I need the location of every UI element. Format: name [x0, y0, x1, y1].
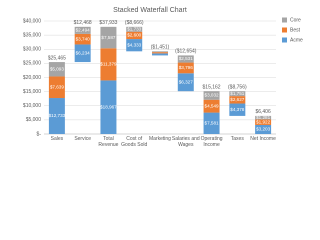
x-tick-label: Total Revenue	[98, 136, 119, 148]
x-tick-label: Salaries and Wages	[171, 136, 200, 148]
bar-segment	[48, 98, 65, 134]
bar-segment	[177, 62, 194, 74]
legend-label: Best	[290, 27, 301, 33]
bar-segment	[100, 26, 117, 49]
data-label: $11,379	[100, 62, 117, 67]
chart-container: Stacked Waterfall Chart $- $5,000 $10,000 $…	[23, 7, 303, 148]
x-tick-label: Sales	[50, 136, 64, 142]
data-label: $6,327	[179, 79, 193, 84]
y-tick-label: $15,000	[23, 89, 41, 95]
total-label: $12,468	[74, 20, 92, 26]
data-label: $3,032	[205, 93, 219, 98]
bar-segment	[255, 115, 272, 120]
legend-swatch	[282, 17, 287, 23]
x-tick-label: Service	[74, 136, 91, 142]
data-label: $12,733	[49, 113, 66, 118]
y-tick-label: $-	[37, 131, 42, 137]
data-label: $2,600	[127, 33, 141, 38]
data-label: $4,333	[127, 42, 141, 47]
data-label: $6,234	[76, 50, 90, 55]
bar-segment	[48, 62, 65, 77]
bar-segment	[255, 124, 272, 134]
total-label: ($8,756)	[228, 84, 247, 90]
y-tick-label: $35,000	[23, 32, 41, 38]
data-label: $4,549	[205, 103, 219, 108]
bar-segment	[229, 103, 246, 116]
total-label: ($1,451)	[151, 45, 170, 51]
bar-segment	[74, 44, 91, 63]
x-tick-label: Operating Income	[200, 136, 223, 148]
y-tick-label: $10,000	[23, 103, 41, 109]
y-tick-label: $20,000	[23, 75, 41, 81]
total-label: ($8,666)	[125, 20, 144, 26]
bar-segment	[152, 53, 168, 56]
y-tick-label: $25,000	[23, 61, 41, 67]
data-label: $1,751	[230, 91, 244, 96]
legend-swatch	[282, 27, 287, 33]
total-label: $37,933	[99, 20, 117, 26]
bar-segment	[74, 33, 91, 45]
y-tick-label: $5,000	[26, 117, 42, 123]
bar-segment	[203, 112, 220, 134]
chart: Stacked Waterfall Chart $- $5,000 $10,000 $…	[23, 7, 303, 137]
data-label: $3,740	[76, 36, 90, 41]
legend-swatch	[282, 37, 287, 43]
bar-segment	[126, 31, 143, 40]
bar-segment	[203, 99, 220, 113]
data-label: $5,093	[50, 66, 64, 71]
bar-segment	[152, 52, 168, 54]
data-label: $3,203	[256, 127, 270, 132]
data-label: $2,627	[230, 97, 244, 102]
legend-label: Acme	[290, 37, 303, 43]
data-label: $4,378	[230, 107, 244, 112]
bar-segment	[74, 26, 91, 34]
data-label: $7,581	[205, 121, 219, 126]
y-tick-label: $40,000	[23, 18, 41, 24]
bar-segment	[152, 51, 168, 53]
total-label: ($12,654)	[175, 49, 197, 55]
bar-segment	[126, 26, 143, 32]
bar-segment	[177, 73, 194, 92]
data-label: $3,796	[179, 65, 193, 70]
x-tick-label: Marketing	[149, 136, 171, 142]
data-label: $7,639	[50, 84, 64, 89]
bar-segment	[100, 48, 117, 81]
bar-segment	[229, 96, 246, 104]
x-tick-label: Cost of Goods Sold	[121, 136, 148, 148]
bar-segment	[255, 119, 272, 125]
bar-segment	[229, 91, 246, 97]
y-tick-label: $30,000	[23, 47, 41, 53]
data-label: $7,587	[101, 35, 115, 40]
data-label: $1,733	[127, 27, 141, 32]
data-label: $1,922	[256, 119, 270, 124]
total-label: $6,406	[255, 109, 271, 115]
bar-segment	[126, 39, 143, 52]
data-label: $2,531	[179, 56, 193, 61]
x-tick-label: Net Income	[250, 136, 276, 142]
x-tick-label: Taxes	[230, 136, 244, 142]
data-label: $18,967	[100, 104, 117, 109]
chart-title: Stacked Waterfall Chart	[113, 7, 187, 14]
data-label: $2,494	[76, 28, 90, 33]
bar-segment	[100, 80, 117, 134]
total-label: $25,465	[48, 55, 66, 61]
total-label: $15,162	[203, 84, 221, 90]
bar-segment	[48, 76, 65, 99]
legend-label: Core	[290, 17, 301, 23]
bar-segment	[203, 91, 220, 100]
bar-segment	[177, 55, 194, 63]
data-label: $1,281	[256, 115, 270, 120]
